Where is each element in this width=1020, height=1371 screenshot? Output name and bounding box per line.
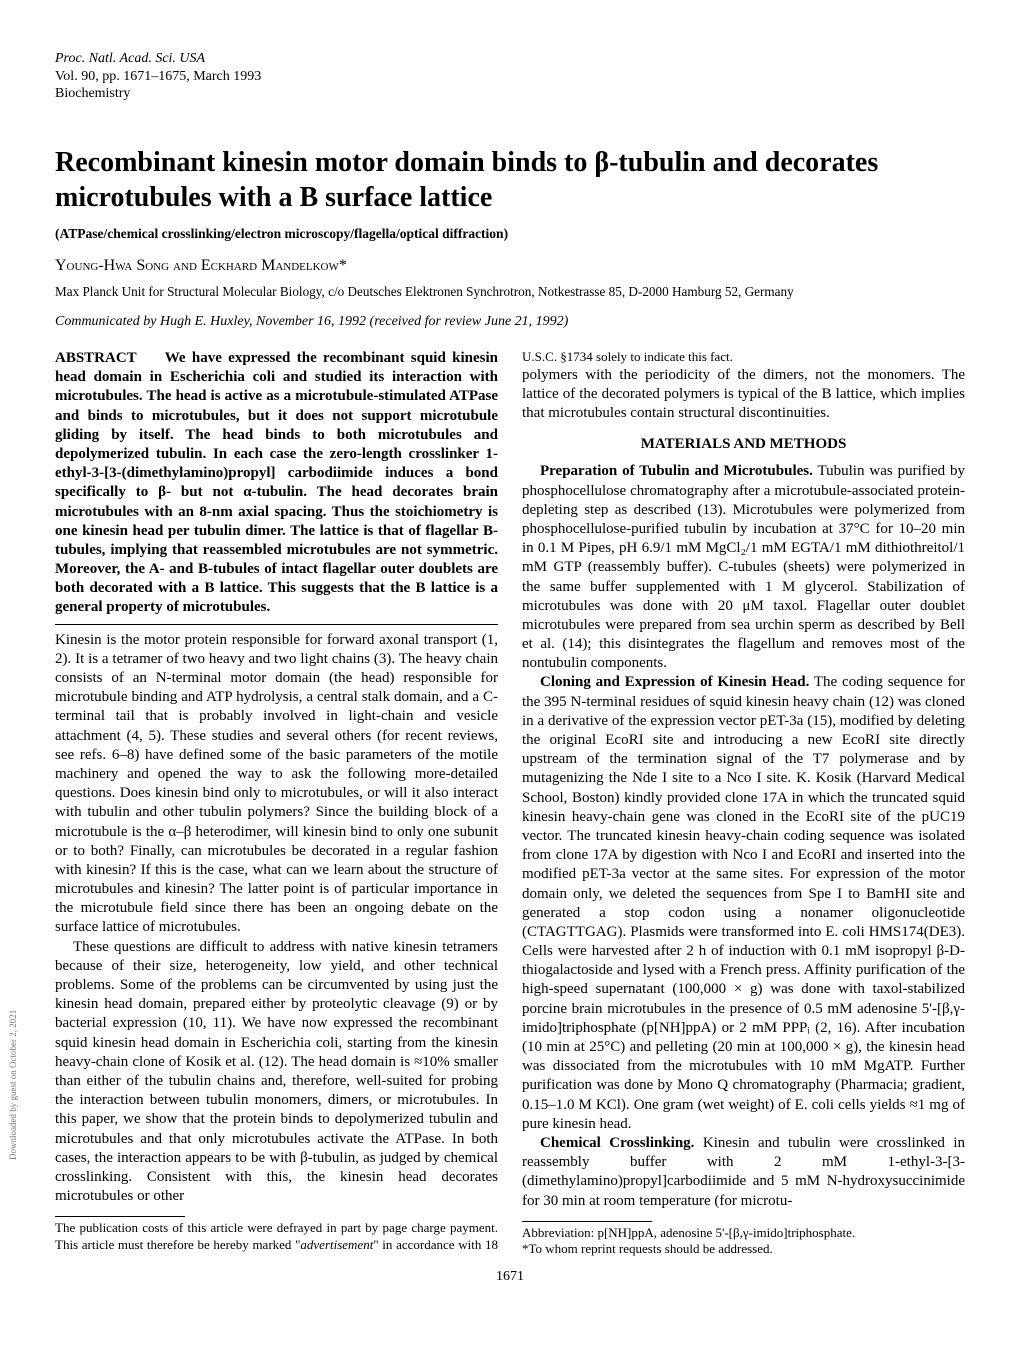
abstract-heading: ABSTRACT — [55, 350, 137, 366]
footnote-corresponding: *To whom reprint requests should be addr… — [522, 1241, 965, 1258]
methods-p1-lead: Preparation of Tubulin and Microtubules. — [540, 463, 813, 479]
methods-p2-text: The coding sequence for the 395 N-termin… — [522, 674, 965, 1131]
intro-paragraph-2: These questions are difficult to address… — [55, 938, 498, 1207]
article-body-columns: ABSTRACTWe have expressed the recombinan… — [55, 349, 965, 1258]
intro-paragraph-1: Kinesin is the motor protein responsible… — [55, 631, 498, 938]
methods-heading: MATERIALS AND METHODS — [522, 435, 965, 454]
footnote-rule-left — [55, 1216, 185, 1217]
download-rail-text: Downloaded by guest on October 2, 2021 — [8, 1010, 20, 1160]
col2-continuation: polymers with the periodicity of the dim… — [522, 366, 965, 424]
footnote-right: Abbreviation: p[NH]ppA, adenosine 5'-[β,… — [522, 1225, 965, 1258]
communicated-by: Communicated by Hugh E. Huxley, November… — [55, 313, 965, 331]
abstract-text: We have expressed the recombinant squid … — [55, 350, 498, 615]
footnote-rule-right — [522, 1221, 652, 1222]
methods-p3-lead: Chemical Crosslinking. — [540, 1135, 694, 1151]
journal-header: Proc. Natl. Acad. Sci. USA Vol. 90, pp. … — [55, 50, 965, 103]
footnote-abbrev: Abbreviation: p[NH]ppA, adenosine 5'-[β,… — [522, 1225, 965, 1242]
page-number: 1671 — [55, 1268, 965, 1286]
abstract-block: ABSTRACTWe have expressed the recombinan… — [55, 349, 498, 625]
methods-p1-text: Tubulin was purified by phosphocellulose… — [522, 463, 965, 671]
article-title: Recombinant kinesin motor domain binds t… — [55, 145, 965, 215]
methods-paragraph-1: Preparation of Tubulin and Microtubules.… — [522, 462, 965, 673]
methods-p2-lead: Cloning and Expression of Kinesin Head. — [540, 674, 809, 690]
abstract-separator — [55, 624, 498, 625]
journal-section: Biochemistry — [55, 85, 965, 103]
journal-vol: Vol. 90, pp. 1671–1675, March 1993 — [55, 68, 965, 86]
article-affiliation: Max Planck Unit for Structural Molecular… — [55, 284, 965, 301]
article-keywords: (ATPase/chemical crosslinking/electron m… — [55, 225, 965, 242]
methods-paragraph-3: Chemical Crosslinking. Kinesin and tubul… — [522, 1134, 965, 1211]
article-authors: Young-Hwa Song and Eckhard Mandelkow* — [55, 256, 965, 276]
methods-paragraph-2: Cloning and Expression of Kinesin Head. … — [522, 673, 965, 1134]
journal-name: Proc. Natl. Acad. Sci. USA — [55, 50, 965, 68]
